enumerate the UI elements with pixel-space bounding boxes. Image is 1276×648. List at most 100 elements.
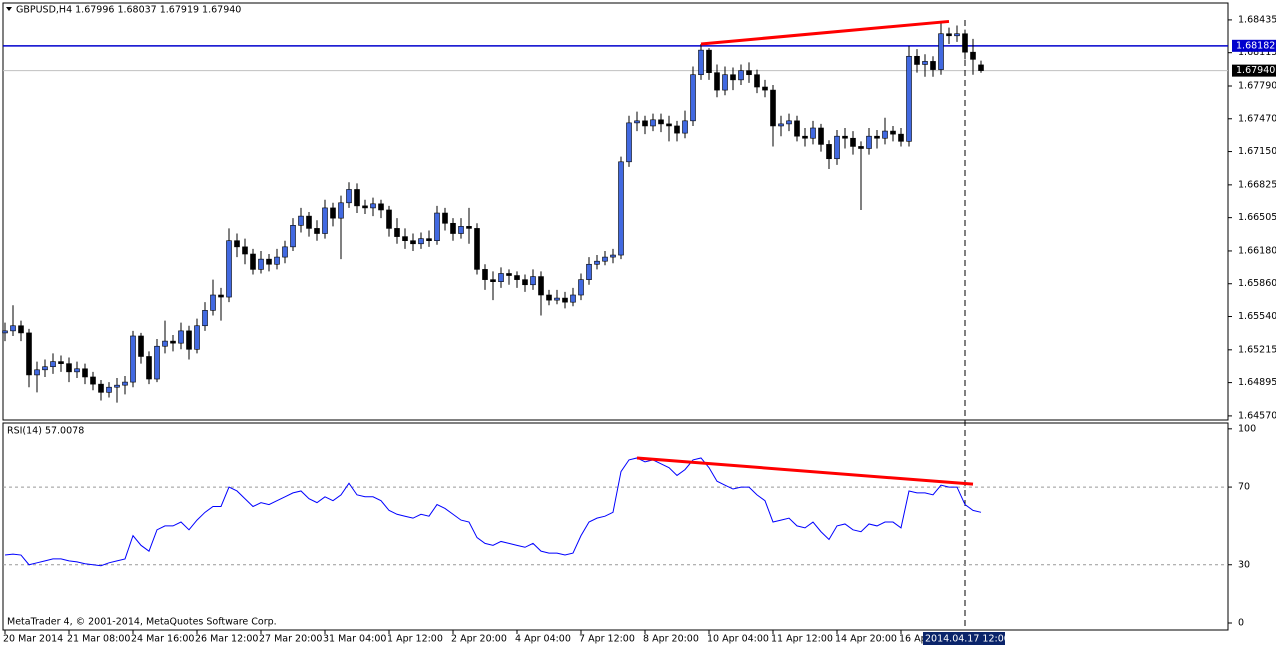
candle-body bbox=[418, 238, 424, 245]
candle-body bbox=[258, 258, 264, 270]
y-tick-label: 1.68435 bbox=[1238, 14, 1276, 25]
candle-body bbox=[298, 215, 304, 226]
y-tick-label: 0 bbox=[1238, 618, 1244, 629]
candle-body bbox=[18, 325, 24, 334]
candle-body bbox=[250, 253, 256, 270]
x-tick-label: 8 Apr 20:00 bbox=[643, 634, 699, 645]
y-tick-label: 1.65540 bbox=[1238, 311, 1276, 322]
candle-body bbox=[610, 254, 616, 258]
candle-body bbox=[890, 130, 896, 135]
y-tick-label: 1.66505 bbox=[1238, 212, 1276, 223]
y-tick-label: 1.67790 bbox=[1238, 80, 1276, 91]
candle-body bbox=[586, 263, 592, 280]
candle-body bbox=[466, 226, 472, 229]
y-tick-label: 1.64895 bbox=[1238, 377, 1276, 388]
candle-body bbox=[666, 123, 672, 127]
candle-body bbox=[938, 33, 944, 70]
y-tick-label: 70 bbox=[1238, 482, 1250, 493]
candle-body bbox=[450, 222, 456, 234]
candle-body bbox=[282, 246, 288, 258]
y-tick-label: 100 bbox=[1238, 423, 1256, 434]
x-tick-label: 4 Apr 04:00 bbox=[515, 634, 571, 645]
candle-body bbox=[754, 74, 760, 88]
candle-body bbox=[746, 70, 752, 76]
y-tick-label: 1.64570 bbox=[1238, 410, 1276, 421]
candle-body bbox=[578, 279, 584, 296]
x-tick-label: 20 Mar 2014 bbox=[3, 634, 63, 645]
y-tick-label: 1.67470 bbox=[1238, 113, 1276, 124]
candle-body bbox=[802, 135, 808, 139]
candle-body bbox=[698, 49, 704, 76]
cursor-label-box bbox=[923, 632, 1005, 645]
x-tick-label: 21 Mar 08:00 bbox=[67, 634, 130, 645]
candle-body bbox=[266, 258, 272, 265]
candle-body bbox=[570, 294, 576, 303]
candle-body bbox=[786, 120, 792, 125]
candle-body bbox=[322, 207, 328, 234]
candle-body bbox=[562, 297, 568, 303]
candle-body bbox=[66, 363, 72, 373]
candle-body bbox=[834, 135, 840, 160]
candle-body bbox=[626, 122, 632, 163]
candle-body bbox=[106, 386, 112, 393]
candle-body bbox=[930, 61, 936, 70]
rsi-line bbox=[4, 457, 982, 567]
candle-body bbox=[410, 240, 416, 245]
x-tick-label: 26 Mar 12:00 bbox=[195, 634, 258, 645]
candle-body bbox=[642, 120, 648, 127]
y-tick-label: 1.68115 bbox=[1238, 47, 1276, 58]
candle-body bbox=[186, 330, 192, 350]
candle-body bbox=[482, 269, 488, 280]
candle-body bbox=[98, 383, 104, 393]
candle-body bbox=[354, 189, 360, 207]
price-label: 1.68182 bbox=[1236, 40, 1275, 51]
candle-body bbox=[682, 120, 688, 134]
candle-body bbox=[26, 332, 32, 376]
candle-body bbox=[826, 144, 832, 160]
x-tick-label: 27 Mar 20:00 bbox=[259, 634, 322, 645]
candle-body bbox=[794, 120, 800, 137]
candle-body bbox=[546, 294, 552, 301]
candle-body bbox=[914, 55, 920, 65]
candle-body bbox=[874, 135, 880, 139]
candle-body bbox=[850, 137, 856, 147]
candle-body bbox=[58, 361, 64, 364]
candle-body bbox=[210, 294, 216, 311]
candle-body bbox=[442, 212, 448, 224]
candle-body bbox=[706, 49, 712, 73]
candle-body bbox=[290, 225, 296, 248]
x-tick-label: 24 Mar 16:00 bbox=[131, 634, 194, 645]
candle-body bbox=[130, 335, 136, 383]
candle-body bbox=[842, 135, 848, 139]
cursor-label: 2014.04.17 12:00 bbox=[925, 634, 1010, 645]
candle-body bbox=[378, 203, 384, 211]
candle-body bbox=[82, 368, 88, 378]
candle-body bbox=[730, 74, 736, 81]
menu-arrow[interactable] bbox=[6, 7, 12, 11]
candle-body bbox=[178, 330, 184, 344]
candle-body bbox=[866, 135, 872, 149]
rsi-panel bbox=[2, 422, 1229, 631]
y-tick-label: 30 bbox=[1238, 559, 1250, 570]
candle-body bbox=[90, 376, 96, 385]
candle-body bbox=[538, 276, 544, 296]
candle-body bbox=[338, 202, 344, 219]
y-tick-label: 1.66825 bbox=[1238, 179, 1276, 190]
candle-body bbox=[530, 276, 536, 286]
x-tick-label: 1 Apr 12:00 bbox=[387, 634, 443, 645]
candle-body bbox=[858, 146, 864, 149]
candle-body bbox=[818, 127, 824, 145]
candle-body bbox=[50, 361, 56, 368]
y-tick-label: 1.65860 bbox=[1238, 278, 1276, 289]
candle-body bbox=[218, 294, 224, 298]
candle-body bbox=[978, 64, 984, 71]
candle-body bbox=[658, 119, 664, 125]
candle-body bbox=[162, 340, 168, 347]
candle-body bbox=[594, 260, 600, 265]
candle-body bbox=[386, 209, 392, 229]
candle-body bbox=[394, 228, 400, 237]
price-label: 1.67940 bbox=[1236, 65, 1275, 76]
candle-body bbox=[458, 226, 464, 234]
candle-body bbox=[242, 246, 248, 255]
candle-body bbox=[330, 207, 336, 219]
